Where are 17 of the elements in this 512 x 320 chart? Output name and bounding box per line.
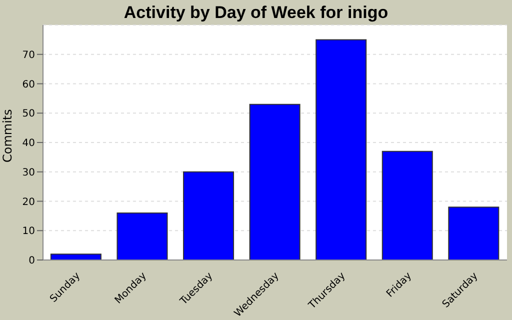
y-tick-label: 0 [28,256,35,267]
bar [183,171,234,260]
y-tick-label: 20 [22,196,35,208]
y-tick-label: 70 [22,50,35,61]
bar [382,150,433,260]
chart-title: Activity by Day of Week for inigo [122,3,390,23]
y-axis-title: Commits [0,109,14,162]
y-tick-label: 10 [22,226,35,238]
y-tick-label: 40 [22,138,35,150]
bar [316,39,367,260]
bar [116,212,168,260]
y-tick-label: 50 [22,108,35,120]
bar [249,104,300,260]
y-tick-label: 30 [22,167,35,178]
y-tick-label: 60 [22,79,35,90]
bar [448,206,500,260]
bar [50,254,102,260]
